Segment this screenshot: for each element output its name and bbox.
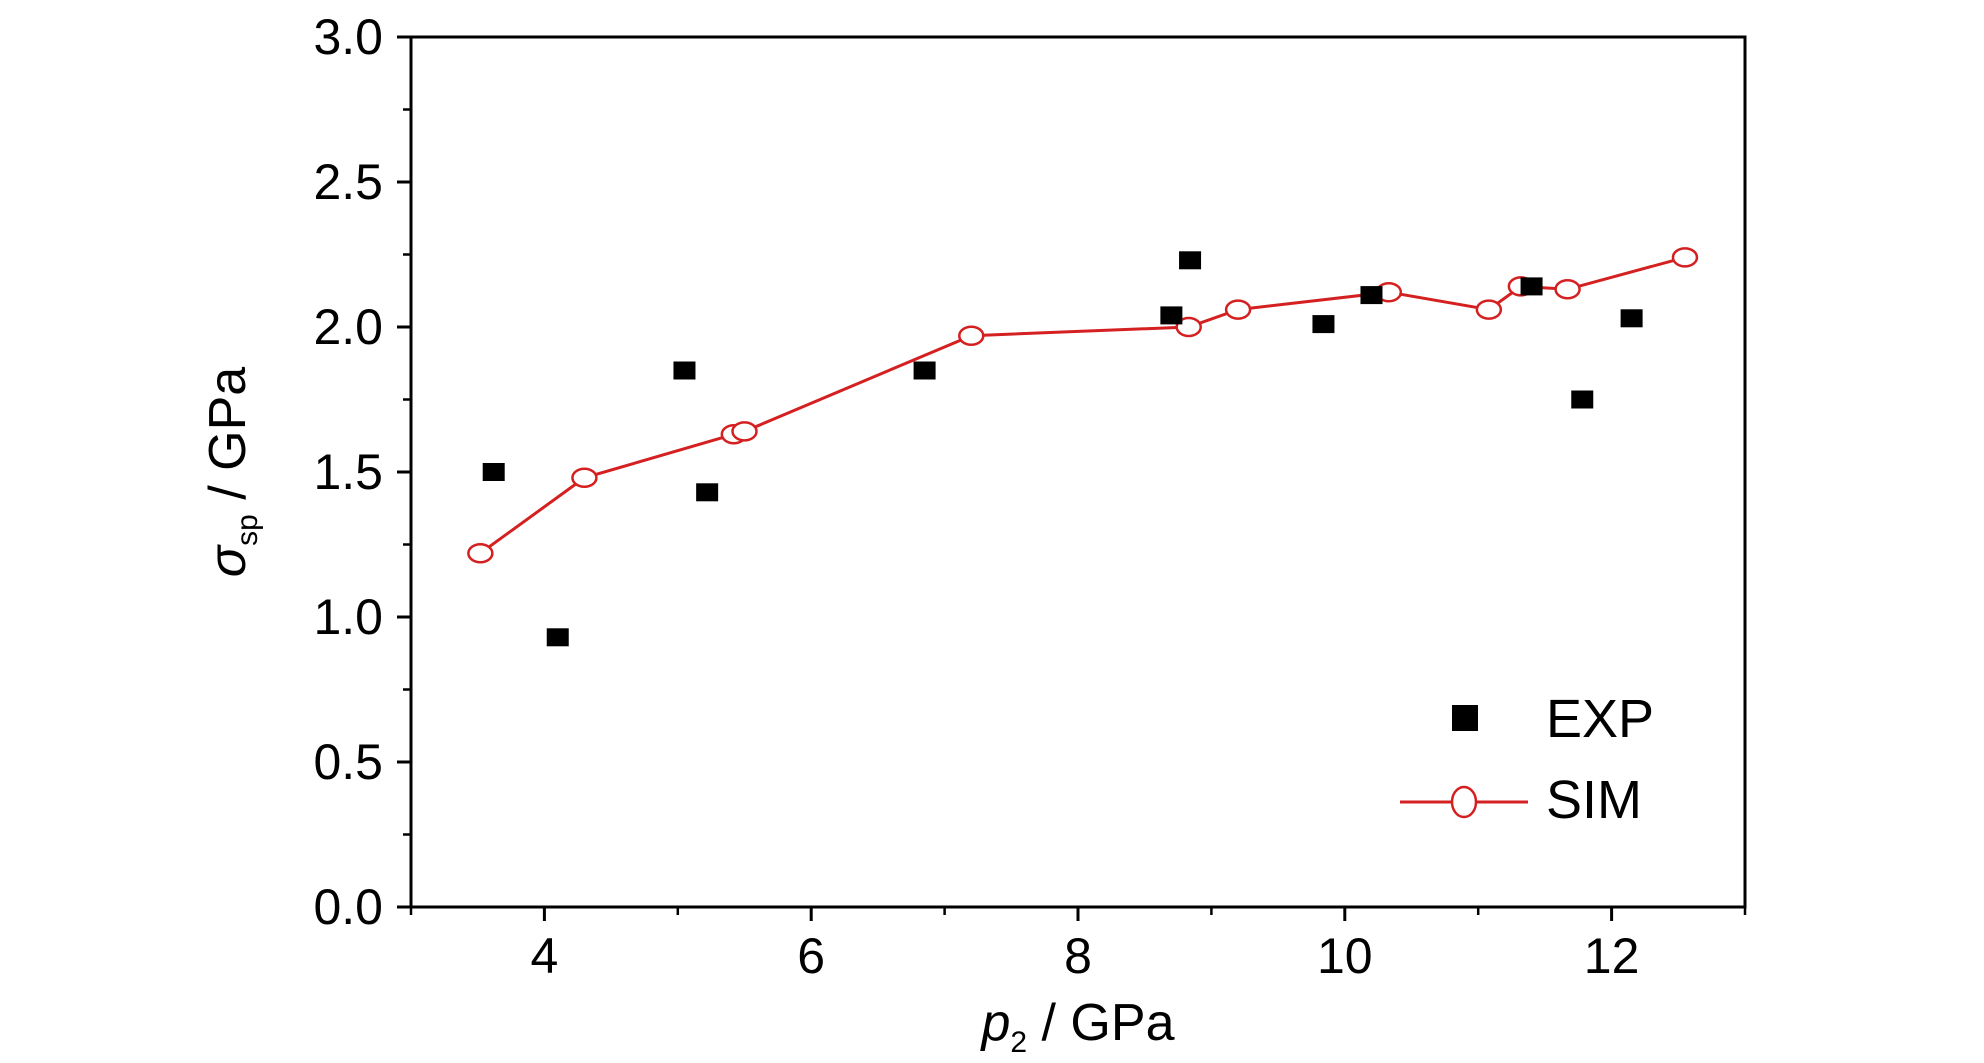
y-axis-unit: / GPa [199, 367, 257, 514]
exp-point [482, 463, 505, 481]
sim-point [1224, 299, 1252, 320]
legend-sim-marker [1450, 785, 1478, 819]
sim-point [1554, 279, 1581, 300]
y-axis-symbol: σ [199, 544, 257, 577]
exp-point [1571, 390, 1594, 409]
sim-point [1671, 247, 1699, 268]
plot-area [409, 35, 1747, 909]
exp-point [1360, 286, 1383, 305]
x-tick-label: 12 [1584, 928, 1640, 984]
plot-frame [409, 35, 1747, 909]
y-tick-label: 2.0 [313, 299, 383, 355]
exp-point [1160, 306, 1183, 325]
x-tick-label: 4 [530, 928, 558, 984]
y-tick-label: 0.5 [313, 734, 383, 790]
x-axis-title: p2 / GPa [979, 994, 1174, 1059]
sim-point [731, 421, 758, 442]
y-tick-label: 1.5 [313, 444, 383, 500]
y-axis: 0.0 0.5 1.0 1.5 2.0 2.5 3.0 [313, 9, 411, 935]
x-axis-subscript: 2 [1010, 1026, 1027, 1059]
y-tick-label: 3.0 [313, 9, 383, 65]
exp-point [673, 361, 696, 380]
exp-point [1179, 251, 1202, 270]
legend-exp-marker [1452, 705, 1478, 731]
exp-point [696, 483, 719, 502]
y-tick-label: 1.0 [313, 589, 383, 645]
y-tick-label: 0.0 [313, 879, 383, 935]
exp-point [1620, 309, 1643, 328]
exp-point [913, 361, 936, 380]
legend-sim-label: SIM [1546, 770, 1642, 830]
x-tick-label: 10 [1317, 928, 1373, 984]
x-tick-label: 6 [797, 928, 825, 984]
x-axis-unit: / GPa [1027, 994, 1174, 1052]
x-axis-symbol: p [979, 994, 1010, 1052]
exp-point [1312, 315, 1335, 334]
legend: EXP SIM [1400, 689, 1654, 830]
exp-series [482, 251, 1643, 647]
y-tick-label: 2.5 [313, 154, 383, 210]
sim-point [1175, 316, 1202, 338]
x-tick-label: 8 [1064, 928, 1092, 984]
sim-point [1475, 299, 1503, 320]
exp-point [546, 628, 569, 647]
y-axis-title: σsp / GPa [199, 367, 264, 578]
sim-point [958, 325, 985, 346]
sim-point [467, 542, 494, 564]
exp-point [1520, 277, 1543, 296]
y-axis-subscript: sp [231, 514, 264, 546]
legend-exp-label: EXP [1546, 689, 1654, 749]
sim-line [479, 255, 1686, 555]
sim-point [571, 467, 598, 489]
x-axis: 4 6 8 10 12 [409, 907, 1747, 984]
sim-series [467, 247, 1699, 564]
